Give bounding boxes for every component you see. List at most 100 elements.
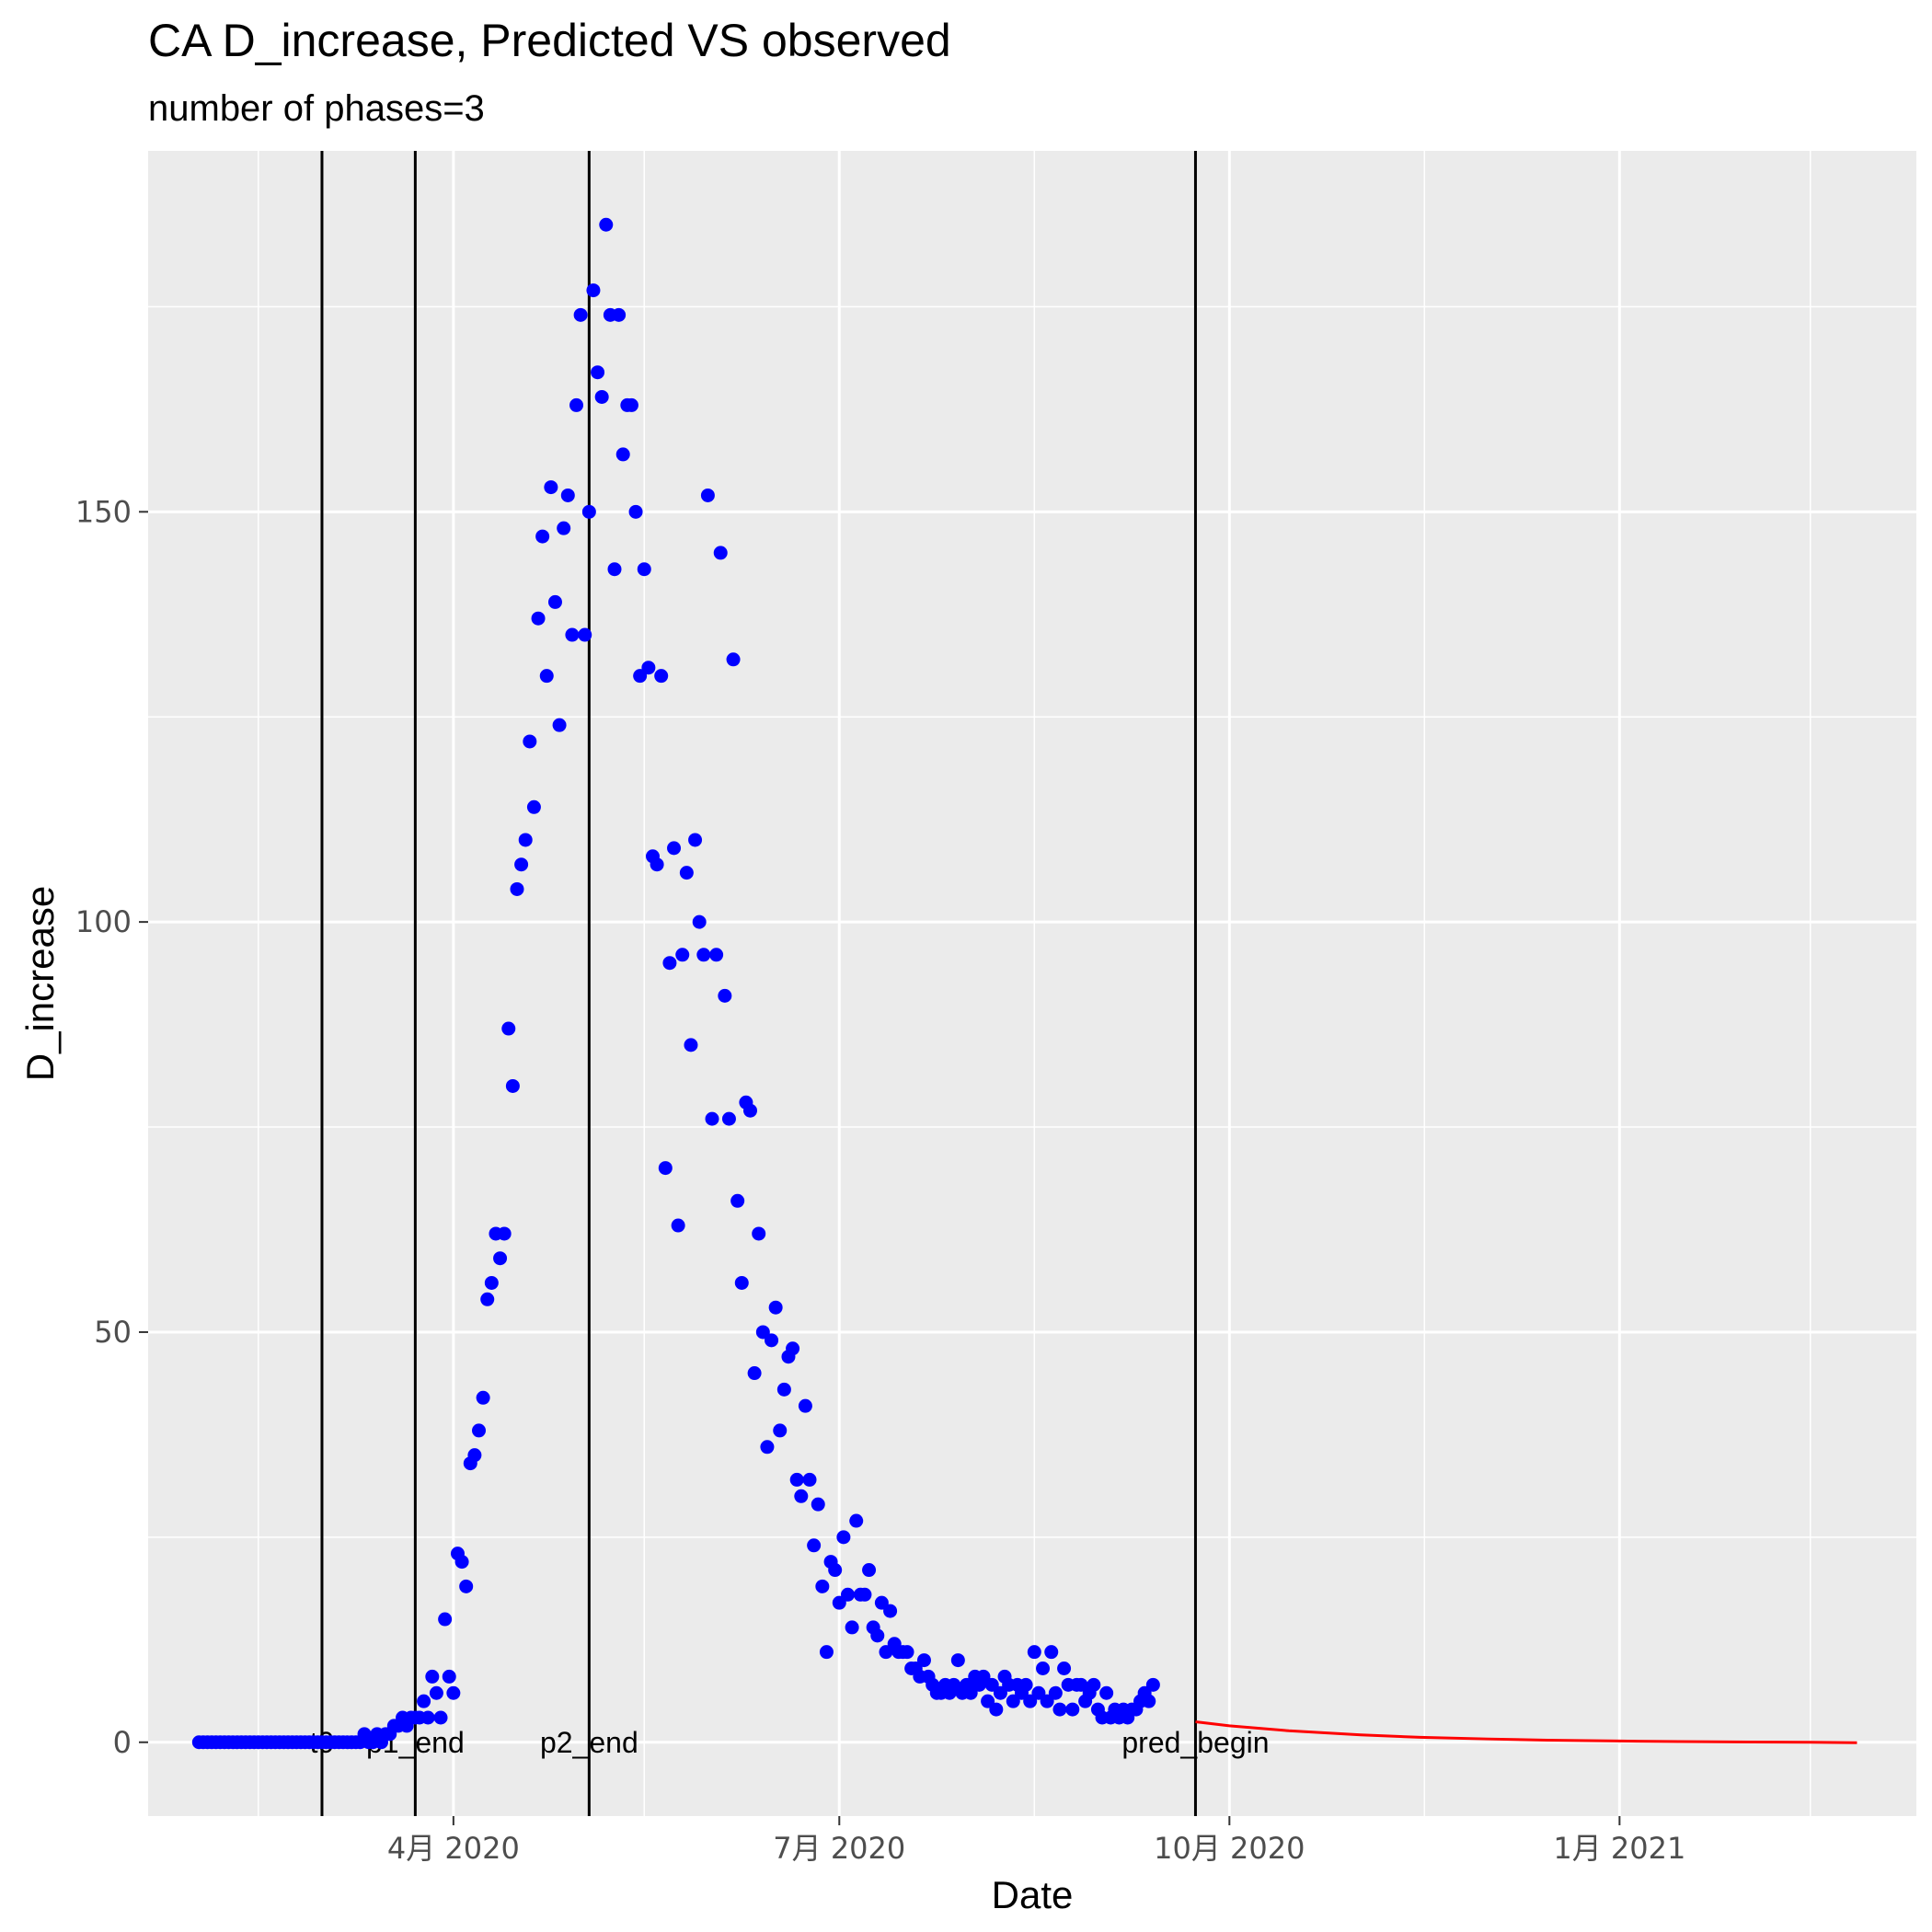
observed-point	[612, 307, 627, 322]
observed-point	[688, 833, 703, 847]
observed-point	[480, 1292, 495, 1306]
observed-point	[523, 734, 537, 749]
observed-point	[718, 988, 732, 1003]
y-tick-label: 0	[113, 1725, 132, 1760]
observed-point	[742, 1103, 757, 1118]
observed-point	[726, 652, 741, 667]
y-tick-label: 50	[94, 1315, 132, 1350]
data-series	[191, 217, 1857, 1750]
observed-point	[684, 1038, 698, 1052]
y-tick-label: 150	[75, 494, 132, 529]
minor-gridlines	[148, 151, 1916, 1816]
observed-point	[760, 1440, 775, 1455]
observed-point	[963, 1685, 978, 1700]
observed-point	[607, 562, 622, 577]
observed-point	[514, 857, 529, 872]
observed-point	[705, 1111, 719, 1126]
observed-point	[1099, 1685, 1114, 1700]
observed-point	[768, 1300, 783, 1315]
observed-point	[569, 397, 584, 412]
observed-point	[557, 521, 571, 535]
observed-point	[1018, 1677, 1033, 1692]
observed-point	[700, 488, 715, 502]
x-tick-label: 10月 2020	[1154, 1831, 1305, 1866]
observed-point	[433, 1710, 448, 1725]
observed-point	[417, 1694, 431, 1708]
observed-point	[425, 1669, 440, 1684]
observed-point	[573, 307, 588, 322]
observed-point	[993, 1685, 1007, 1700]
observed-point	[599, 217, 614, 232]
observed-point	[510, 881, 524, 896]
observed-point	[1074, 1677, 1088, 1692]
observed-point	[773, 1423, 788, 1438]
observed-point	[578, 627, 592, 642]
phase-line-label: pred_begin	[1121, 1726, 1269, 1759]
observed-point	[454, 1555, 469, 1570]
observed-point	[560, 488, 575, 502]
phase-line-label: p2_end	[540, 1726, 638, 1759]
observed-point	[989, 1702, 1004, 1717]
observed-point	[815, 1579, 830, 1593]
observed-point	[446, 1685, 461, 1700]
observed-point	[586, 283, 601, 298]
y-axis-title: D_increase	[18, 886, 62, 1081]
observed-point	[526, 799, 541, 814]
observed-point	[531, 611, 546, 626]
x-tick-label: 1月 2021	[1553, 1831, 1685, 1866]
observed-point	[497, 1226, 512, 1241]
plot-panel	[148, 151, 1916, 1816]
observed-point	[675, 948, 690, 962]
observed-point	[1052, 1702, 1067, 1717]
observed-point	[442, 1669, 456, 1684]
observed-point	[916, 1653, 931, 1668]
observed-point	[565, 627, 580, 642]
observed-point	[747, 1366, 762, 1381]
x-tick-label: 4月 2020	[387, 1831, 520, 1866]
observed-point	[730, 1193, 745, 1208]
observed-point	[472, 1423, 487, 1438]
chart-title: CA D_increase, Predicted VS observed	[148, 15, 951, 66]
observed-point	[518, 833, 533, 847]
observed-point	[1044, 1645, 1059, 1660]
observed-point	[849, 1513, 864, 1528]
observed-point	[535, 529, 550, 544]
observed-point	[789, 1472, 804, 1487]
observed-point	[1142, 1694, 1156, 1708]
observed-point	[581, 504, 596, 519]
observed-point	[802, 1472, 817, 1487]
observed-point	[484, 1275, 499, 1290]
observed-point	[1087, 1677, 1101, 1692]
observed-point	[615, 447, 630, 462]
observed-point	[870, 1628, 885, 1643]
observed-point	[786, 1341, 800, 1356]
observed-point	[752, 1226, 766, 1241]
observed-point	[547, 594, 562, 609]
observed-point	[628, 504, 643, 519]
x-axis-title: Date	[992, 1873, 1074, 1916]
observed-point	[1040, 1694, 1054, 1708]
observed-point	[696, 948, 711, 962]
x-tick-label: 7月 2020	[773, 1831, 905, 1866]
observed-point	[836, 1530, 851, 1545]
observed-point	[679, 866, 694, 880]
observed-point	[900, 1645, 914, 1660]
observed-point	[539, 669, 554, 684]
chart-subtitle: number of phases=3	[148, 88, 485, 129]
axis-ticks: 4月 2020 7月 2020 10月 2020 1月 2021 0 50 100 150	[75, 494, 1685, 1866]
observed-point	[594, 389, 609, 404]
observed-point	[721, 1111, 736, 1126]
observed-point	[841, 1587, 856, 1602]
observed-point	[1027, 1645, 1041, 1660]
observed-point	[633, 669, 648, 684]
observed-point	[950, 1653, 965, 1668]
observed-point	[794, 1489, 809, 1503]
observed-point	[505, 1078, 520, 1093]
observed-point	[493, 1251, 508, 1266]
observed-point	[459, 1579, 474, 1593]
observed-point	[650, 857, 664, 872]
observed-point	[671, 1218, 685, 1233]
observed-point	[947, 1677, 961, 1692]
observed-point	[874, 1595, 889, 1610]
